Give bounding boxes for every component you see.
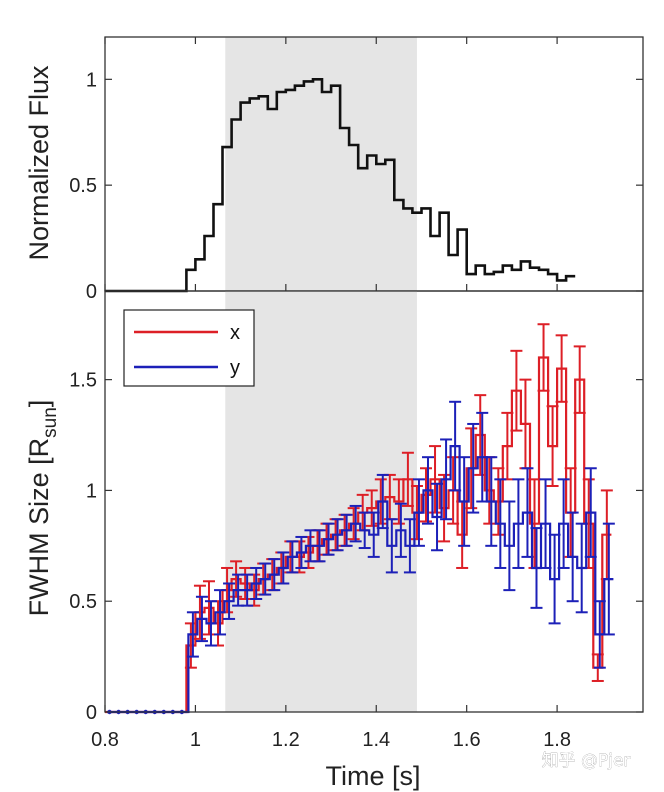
fwhm-y-errorbar — [440, 438, 453, 521]
fwhm-y-errorbar — [268, 558, 281, 592]
flux-ytick-labels: 00.51 — [69, 69, 97, 303]
fwhm-y-errorbar — [421, 456, 434, 525]
fwhm-y-errorbar — [250, 566, 263, 600]
fwhm-y-errorbar — [259, 562, 272, 596]
fwhm-x-errorbar — [401, 451, 414, 507]
fwhm-xtick-label: 1 — [190, 729, 201, 751]
fwhm-xtick-label: 1.8 — [543, 729, 571, 751]
fwhm-y-errorbar — [195, 595, 208, 643]
fwhm-x-errorbar — [239, 566, 252, 600]
fwhm-ytick-label: 0 — [86, 702, 97, 724]
fwhm-y-errorbar — [539, 478, 552, 569]
fwhm-y-errorbar — [584, 467, 597, 558]
fwhm-x-errorbar — [573, 345, 586, 414]
fwhm-y-errorbar — [241, 573, 254, 607]
fwhm-y-errorbar — [548, 533, 561, 625]
flux-panel: 00.51 Normalized Flux — [24, 36, 644, 303]
fwhm-xtick-label: 1.4 — [362, 729, 390, 751]
fwhm-y-errorbar — [593, 600, 606, 669]
flux-shaded-region — [225, 37, 417, 291]
fwhm-xlabel: Time [s] — [325, 761, 420, 791]
fwhm-x-errorbar — [555, 334, 568, 403]
fwhm-x-errorbar — [438, 473, 451, 543]
fwhm-y-errorbar — [557, 478, 570, 569]
fwhm-ylabel-close: ] — [24, 400, 54, 408]
fwhm-y-errorbar — [385, 518, 398, 574]
watermark: 知乎 @Pjer — [542, 751, 631, 771]
fwhm-x-errorbar — [392, 478, 405, 525]
fwhm-xtick-label: 0.8 — [91, 729, 119, 751]
fwhm-y-errorbar — [403, 518, 416, 574]
fwhm-y-errorbar — [575, 522, 588, 614]
flux-ytick-label: 0 — [86, 281, 97, 303]
fwhm-xtick-label: 1.6 — [453, 729, 481, 751]
fwhm-x-errorbar — [193, 584, 206, 640]
fwhm-axes-frame — [104, 290, 644, 713]
legend-box — [123, 309, 255, 387]
fwhm-y-errorbar — [204, 600, 217, 647]
flux-ytick-label: 0.5 — [69, 175, 97, 197]
flux-ylabel: Normalized Flux — [24, 65, 54, 261]
fwhm-y-errorbar — [512, 478, 525, 569]
fwhm-y-errorbar — [295, 535, 308, 569]
fwhm-ylabel-sub: sun — [40, 407, 61, 438]
fwhm-y-errorbar — [566, 511, 579, 603]
fwhm-x-errorbar — [546, 405, 559, 487]
fwhm-ytick-label: 1.5 — [69, 370, 97, 392]
fwhm-y-errorbar — [331, 518, 344, 552]
fwhm-y-errorbar — [431, 482, 444, 552]
fwhm-x-errorbar — [537, 323, 550, 392]
fwhm-ytick-label: 0.5 — [69, 591, 97, 613]
fwhm-y-errorbar — [503, 500, 516, 592]
fwhm-x-errorbar — [474, 394, 487, 476]
flux-ytick-label: 1 — [86, 69, 97, 91]
fwhm-y-errorbar — [376, 473, 389, 530]
fwhm-panel: 0 0.5 1 1.5 0.8 1 1.2 1.4 1.6 1.8 FWHM Size [Rsu… — [24, 290, 644, 791]
fwhm-ytick-labels: 0 0.5 1 1.5 — [69, 370, 97, 724]
fwhm-y-errorbar — [602, 522, 615, 636]
fwhm-y-errorbar — [530, 527, 543, 609]
fwhm-y-errorbar — [367, 511, 380, 558]
fwhm-y-errorbar — [467, 422, 480, 514]
fwhm-y-errorbar — [322, 522, 335, 556]
fwhm-y-errorbar — [313, 529, 326, 563]
fwhm-y-errorbar — [349, 504, 362, 543]
flux-series-line — [105, 78, 576, 293]
fwhm-y-errorbar — [412, 478, 425, 547]
fwhm-x-errorbar — [184, 622, 197, 669]
fwhm-x-line — [105, 356, 612, 714]
fwhm-series-y — [107, 400, 615, 714]
fwhm-ylabel-main: FWHM Size [R — [24, 438, 54, 617]
fwhm-series-x — [105, 323, 613, 714]
fwhm-xtick-labels: 0.8 1 1.2 1.4 1.6 1.8 — [91, 729, 571, 751]
fwhm-y-errorbar — [223, 582, 236, 620]
fwhm-ytick-label: 1 — [86, 480, 97, 502]
fwhm-y-errorbar — [476, 411, 489, 503]
fwhm-y-errorbar — [186, 611, 199, 658]
fwhm-x-errorbar — [365, 489, 378, 527]
baseline-markers — [107, 709, 185, 715]
fwhm-y-errorbar — [485, 456, 498, 547]
legend-x-label: x — [230, 322, 240, 344]
fwhm-y-errorbar — [286, 540, 299, 574]
fwhm-x-errorbar — [202, 580, 215, 636]
fwhm-y-errorbar — [394, 502, 407, 558]
fwhm-y-errorbar — [458, 456, 471, 547]
fwhm-x-errorbar — [419, 467, 432, 523]
legend-y-label: y — [230, 357, 240, 379]
fwhm-y-errorbar — [494, 478, 507, 569]
fwhm-x-errorbar — [510, 349, 523, 432]
legend: x y — [123, 309, 255, 387]
fwhm-y-errorbar — [449, 400, 462, 492]
fwhm-ylabel: FWHM Size [Rsun] — [24, 400, 61, 617]
fwhm-y-errorbar — [521, 467, 534, 558]
flux-ticks — [104, 37, 643, 292]
fwhm-xtick-label: 1.2 — [272, 729, 300, 751]
fwhm-y-errorbar — [214, 589, 227, 636]
fwhm-x-errorbar — [429, 445, 442, 514]
fwhm-y-errorbar — [277, 551, 290, 585]
fwhm-y-errorbar — [340, 513, 353, 547]
